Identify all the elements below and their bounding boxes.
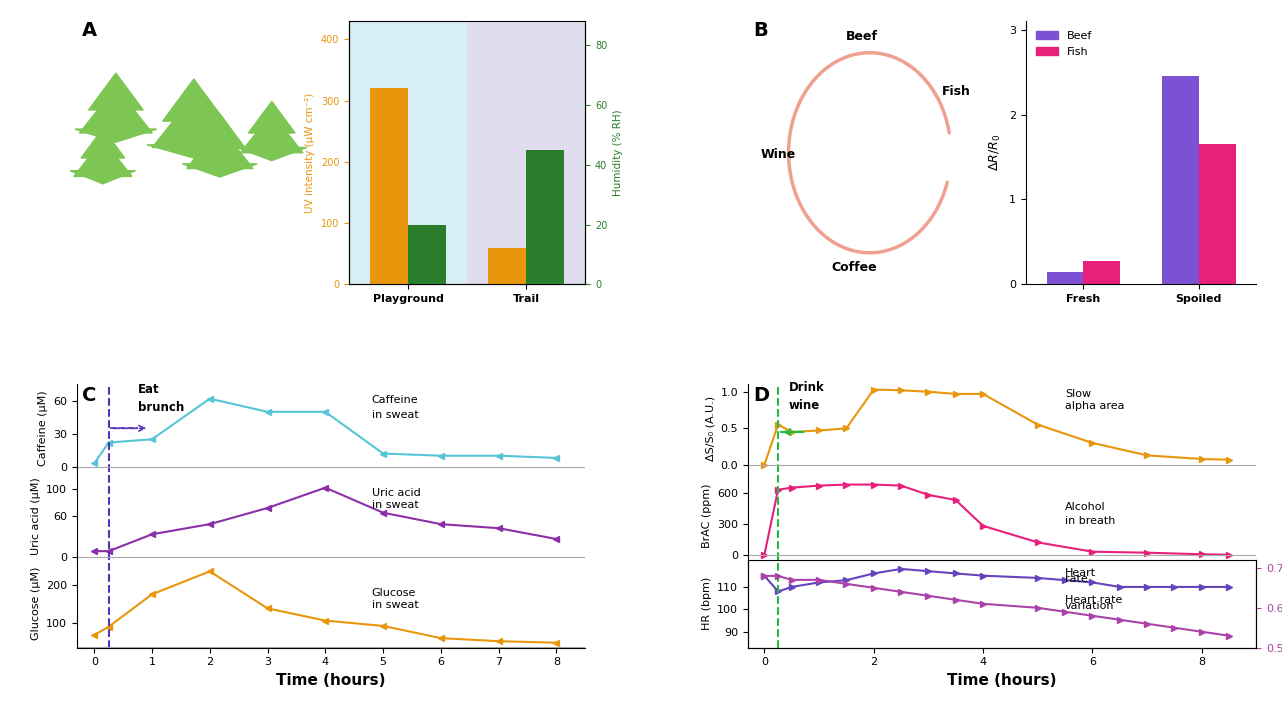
Text: Alcohol: Alcohol	[1065, 503, 1105, 513]
Y-axis label: Caffeine (μM): Caffeine (μM)	[37, 391, 47, 466]
Bar	[488, 248, 526, 284]
Text: Eat: Eat	[138, 383, 159, 396]
Text: Uric acid: Uric acid	[372, 488, 420, 498]
Polygon shape	[237, 147, 306, 161]
Text: Caffeine: Caffeine	[372, 395, 418, 405]
Text: Beef: Beef	[846, 30, 878, 42]
Y-axis label: Uric acid (μM): Uric acid (μM)	[31, 477, 41, 555]
Text: brunch: brunch	[138, 401, 185, 414]
Bar	[1199, 144, 1236, 284]
Polygon shape	[74, 129, 156, 142]
Text: in sweat: in sweat	[372, 600, 418, 610]
Text: in breath: in breath	[1065, 516, 1115, 526]
Text: rate: rate	[1065, 574, 1088, 584]
Bar	[1046, 272, 1083, 284]
Polygon shape	[195, 114, 245, 147]
Y-axis label: HR (bpm): HR (bpm)	[701, 577, 712, 630]
Text: C: C	[82, 386, 96, 406]
Bar	[370, 89, 408, 284]
Text: variation: variation	[1065, 601, 1114, 612]
Polygon shape	[249, 101, 295, 133]
X-axis label: Time (hours): Time (hours)	[277, 673, 386, 688]
Y-axis label: UV intensity (μW cm⁻²): UV intensity (μW cm⁻²)	[305, 93, 315, 213]
Polygon shape	[153, 95, 236, 147]
Text: D: D	[753, 386, 769, 406]
Text: Heart: Heart	[1065, 567, 1096, 578]
Text: B: B	[753, 21, 768, 40]
Text: Glucose: Glucose	[372, 588, 415, 598]
Y-axis label: Glucose (μM): Glucose (μM)	[31, 567, 41, 641]
Text: Heart rate: Heart rate	[1065, 595, 1123, 605]
Polygon shape	[74, 139, 132, 177]
Text: Coffee: Coffee	[832, 261, 877, 275]
Bar	[1083, 260, 1120, 284]
Text: alpha area: alpha area	[1065, 401, 1124, 411]
Bar	[1161, 76, 1199, 284]
Text: Fish: Fish	[941, 85, 970, 98]
Bar	[408, 225, 446, 284]
Y-axis label: BrAC (ppm): BrAC (ppm)	[701, 484, 712, 548]
Bar	[467, 21, 586, 284]
Text: Slow: Slow	[1065, 389, 1091, 399]
Text: Wine: Wine	[760, 148, 796, 161]
Polygon shape	[241, 113, 303, 153]
Y-axis label: ΔS/S₀ (A.U.): ΔS/S₀ (A.U.)	[705, 396, 715, 461]
Polygon shape	[182, 164, 258, 177]
Polygon shape	[79, 87, 153, 133]
Y-axis label: $\Delta R/R_0$: $\Delta R/R_0$	[988, 134, 1004, 171]
Bar	[526, 150, 564, 284]
Bar	[349, 21, 467, 284]
Polygon shape	[71, 170, 136, 184]
Polygon shape	[163, 79, 226, 121]
Polygon shape	[88, 73, 144, 110]
Polygon shape	[187, 127, 253, 168]
Polygon shape	[147, 145, 241, 158]
Text: wine: wine	[788, 399, 820, 412]
Polygon shape	[81, 129, 124, 158]
Text: in sweat: in sweat	[372, 410, 418, 420]
Y-axis label: Humidity (% RH): Humidity (% RH)	[613, 109, 623, 196]
Text: Drink: Drink	[788, 382, 824, 394]
X-axis label: Time (hours): Time (hours)	[947, 673, 1056, 688]
Text: A: A	[82, 21, 97, 40]
Legend: Beef, Fish: Beef, Fish	[1031, 27, 1096, 61]
Text: in sweat: in sweat	[372, 500, 418, 510]
